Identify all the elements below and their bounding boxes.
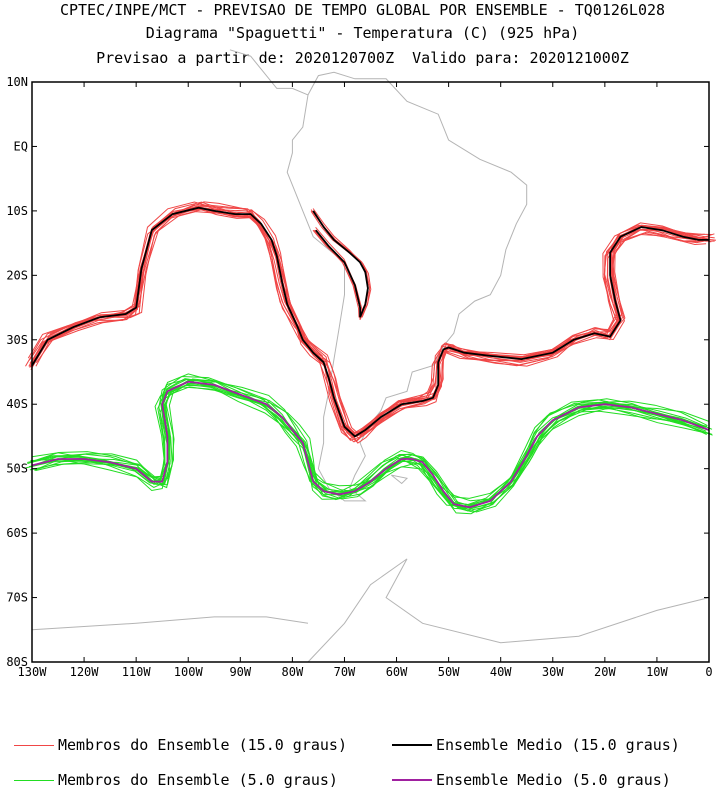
x-tick-label: 100W <box>174 665 204 679</box>
x-tick-label: 50W <box>438 665 460 679</box>
coastline-segment-4 <box>390 474 409 485</box>
y-tick-label: 10S <box>6 204 28 218</box>
coastline-segment-1 <box>229 49 309 96</box>
legend-member5-swatch <box>14 779 54 781</box>
temp15-line-member-3 <box>30 208 712 435</box>
temp15-line-member-15 <box>25 208 715 437</box>
legend-mean5: Ensemble Medio (5.0 graus) <box>392 771 671 789</box>
x-tick-label: 20W <box>594 665 616 679</box>
ensemble-mean-5c-line <box>31 380 710 509</box>
legend-mean15-label: Ensemble Medio (15.0 graus) <box>436 736 680 754</box>
ensemble-mean-15c-andes-line <box>312 210 369 318</box>
y-tick-label: 50S <box>6 462 28 476</box>
legend-mean5-label: Ensemble Medio (5.0 graus) <box>436 771 671 789</box>
spaghetti-map: 130W 120W 110W 100W 90W 80W 70W 60W 50W 40W 30W 20W… <box>6 49 717 679</box>
x-tick-label: 40W <box>490 665 512 679</box>
ensemble-means <box>31 206 710 509</box>
x-tick-label: 110W <box>122 665 152 679</box>
temp5-line-member-2 <box>32 379 710 510</box>
x-tick-label: 10W <box>646 665 668 679</box>
chart-title-line-1: CPTEC/INPE/MCT - PREVISAO DE TEMPO GLOBA… <box>59 1 666 19</box>
y-tick-label: 60S <box>6 526 28 540</box>
axes: 130W 120W 110W 100W 90W 80W 70W 60W 50W 40W 30W 20W… <box>6 75 712 679</box>
x-tick-label: 30W <box>542 665 564 679</box>
chart-title-line-2: Diagrama "Spaguetti" - Temperatura (C) (… <box>145 24 580 42</box>
x-tick-label: 90W <box>229 665 251 679</box>
y-tick-label: 20S <box>6 268 28 282</box>
x-tick-label: 70W <box>334 665 356 679</box>
y-tick-label: 30S <box>6 333 28 347</box>
coastline-segment-0 <box>286 71 528 502</box>
legend-member5: Membros do Ensemble (5.0 graus) <box>14 771 338 789</box>
y-tick-label: 10N <box>6 75 28 89</box>
temp15-line-member-10 <box>35 210 707 434</box>
x-tick-label: 0 <box>705 665 712 679</box>
legend-mean15-swatch <box>392 744 432 746</box>
temp15-line-member-6 <box>33 207 708 437</box>
coastline-segment-3 <box>31 616 309 631</box>
temp5-line-member-15 <box>28 382 707 509</box>
temp5-line-member-4 <box>29 386 707 512</box>
temp5-line-member-8 <box>32 381 710 509</box>
y-tick-label: 80S <box>6 655 28 669</box>
y-tick-label: 70S <box>6 591 28 605</box>
plot-frame <box>31 81 710 663</box>
ensemble-mean-15c-line <box>31 206 709 438</box>
legend-mean15: Ensemble Medio (15.0 graus) <box>392 736 680 754</box>
temp15-line-member-11 <box>29 201 712 443</box>
coastline-map <box>31 49 710 663</box>
legend-member15: Membros do Ensemble (15.0 graus) <box>14 736 347 754</box>
legend-member15-label: Membros do Ensemble (15.0 graus) <box>58 736 347 754</box>
y-tick-label: EQ <box>14 139 28 153</box>
x-tick-label: 130W <box>18 665 48 679</box>
temp5-line-member-7 <box>29 375 708 508</box>
ensemble-members-5c <box>25 373 713 515</box>
temp5-line-member-1 <box>34 381 713 507</box>
x-tick-label: 60W <box>386 665 408 679</box>
x-tick-label: 80W <box>282 665 304 679</box>
temp5-line-member-14 <box>25 383 704 510</box>
legend-member15-swatch <box>14 744 54 746</box>
y-tick-label: 40S <box>6 397 28 411</box>
legend-member5-label: Membros do Ensemble (5.0 graus) <box>58 771 338 789</box>
chart-title-line-3: Previsao a partir de: 2020120700Z Valido… <box>96 49 629 67</box>
legend-mean5-swatch <box>392 779 432 781</box>
coastline-segment-2 <box>307 558 710 663</box>
x-tick-label: 120W <box>70 665 100 679</box>
temp5-line-member-11 <box>35 386 713 513</box>
